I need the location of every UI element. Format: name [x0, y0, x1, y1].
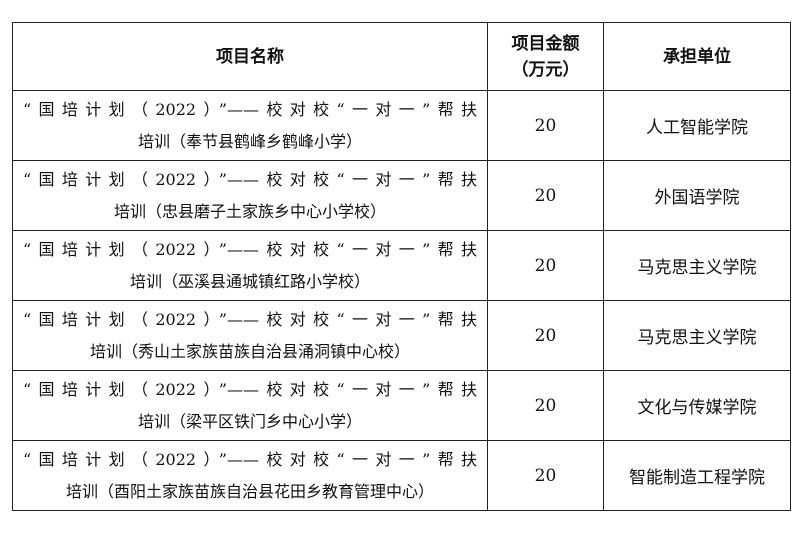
table-row: “国培计划（2022）”——校对校“一对一”帮扶 培训（巫溪县通城镇红路小学校）…	[12, 230, 791, 301]
project-name-line1: “国培计划（2022）”——校对校“一对一”帮扶	[23, 309, 477, 329]
project-name-line1: “国培计划（2022）”——校对校“一对一”帮扶	[23, 239, 477, 259]
project-table: 项目名称 项目金额 （万元） 承担单位 “国培计划（2022）”——校对校“一对…	[12, 22, 791, 511]
unit-cell: 马克思主义学院	[603, 300, 791, 371]
project-name-line1: “国培计划（2022）”——校对校“一对一”帮扶	[23, 379, 477, 399]
project-name-line1: “国培计划（2022）”——校对校“一对一”帮扶	[23, 169, 477, 189]
project-name-cell: “国培计划（2022）”——校对校“一对一”帮扶 培训（巫溪县通城镇红路小学校）	[12, 230, 488, 301]
amount-cell: 20	[487, 370, 604, 441]
unit-cell: 智能制造工程学院	[603, 440, 791, 511]
unit-cell: 马克思主义学院	[603, 230, 791, 301]
amount-cell: 20	[487, 90, 604, 161]
table-row: “国培计划（2022）”——校对校“一对一”帮扶 培训（奉节县鹤峰乡鹤峰小学） …	[12, 90, 791, 161]
project-name-line2: 培训（酉阳土家族苗族自治县花田乡教育管理中心）	[65, 481, 434, 501]
project-name-cell: “国培计划（2022）”——校对校“一对一”帮扶 培训（奉节县鹤峰乡鹤峰小学）	[12, 90, 488, 161]
header-row: 项目名称 项目金额 （万元） 承担单位	[12, 22, 791, 91]
project-name-line2: 培训（忠县磨子土家族乡中心小学校）	[113, 201, 386, 221]
project-name-line1: “国培计划（2022）”——校对校“一对一”帮扶	[23, 99, 477, 119]
table-row: “国培计划（2022）”——校对校“一对一”帮扶 培训（酉阳土家族苗族自治县花田…	[12, 440, 791, 511]
header-project-name: 项目名称	[12, 22, 488, 91]
table-row: “国培计划（2022）”——校对校“一对一”帮扶 培训（秀山土家族苗族自治县涌洞…	[12, 300, 791, 371]
table-row: “国培计划（2022）”——校对校“一对一”帮扶 培训（忠县磨子土家族乡中心小学…	[12, 160, 791, 231]
project-name-line2: 培训（梁平区铁门乡中心小学）	[137, 411, 362, 431]
header-amount: 项目金额 （万元）	[487, 22, 604, 91]
project-name-cell: “国培计划（2022）”——校对校“一对一”帮扶 培训（秀山土家族苗族自治县涌洞…	[12, 300, 488, 371]
amount-cell: 20	[487, 160, 604, 231]
project-name-line2: 培训（巫溪县通城镇红路小学校）	[129, 271, 370, 291]
project-name-line2: 培训（奉节县鹤峰乡鹤峰小学）	[137, 131, 362, 151]
project-name-cell: “国培计划（2022）”——校对校“一对一”帮扶 培训（忠县磨子土家族乡中心小学…	[12, 160, 488, 231]
unit-cell: 外国语学院	[603, 160, 791, 231]
amount-cell: 20	[487, 300, 604, 371]
unit-cell: 人工智能学院	[603, 90, 791, 161]
project-name-line2: 培训（秀山土家族苗族自治县涌洞镇中心校）	[89, 341, 410, 361]
header-amount-line2: （万元）	[511, 59, 580, 80]
header-amount-line1: 项目金额	[511, 33, 580, 54]
project-name-cell: “国培计划（2022）”——校对校“一对一”帮扶 培训（梁平区铁门乡中心小学）	[12, 370, 488, 441]
table-row: “国培计划（2022）”——校对校“一对一”帮扶 培训（梁平区铁门乡中心小学） …	[12, 370, 791, 441]
amount-cell: 20	[487, 440, 604, 511]
header-unit: 承担单位	[603, 22, 791, 91]
project-name-cell: “国培计划（2022）”——校对校“一对一”帮扶 培训（酉阳土家族苗族自治县花田…	[12, 440, 488, 511]
unit-cell: 文化与传媒学院	[603, 370, 791, 441]
amount-cell: 20	[487, 230, 604, 301]
project-name-line1: “国培计划（2022）”——校对校“一对一”帮扶	[23, 449, 477, 469]
